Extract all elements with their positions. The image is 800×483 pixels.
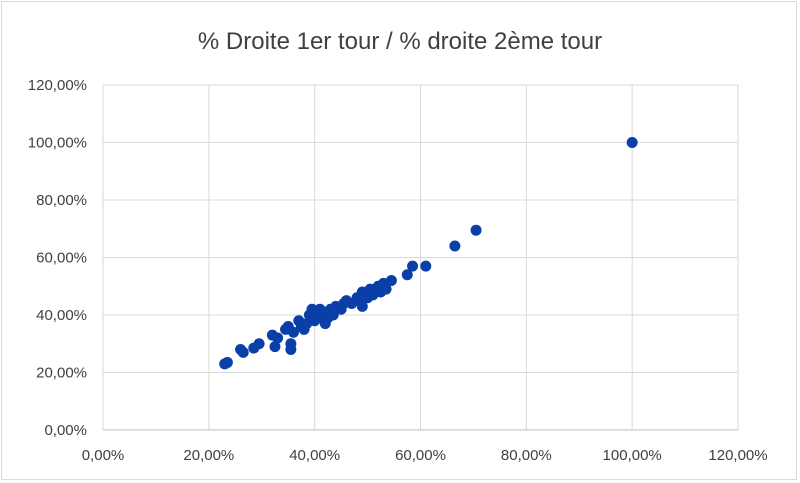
- data-point: [269, 341, 281, 353]
- data-point: [420, 260, 432, 272]
- data-point: [221, 356, 233, 368]
- x-tick-label: 60,00%: [395, 447, 446, 464]
- data-point: [327, 309, 339, 321]
- y-tick-labels: 0,00% 20,00% 40,00% 60,00% 80,00% 100,00% 120,…: [28, 77, 87, 439]
- grid-lines: [103, 84, 739, 430]
- x-tick-label: 0,00%: [82, 447, 125, 464]
- data-point: [237, 346, 249, 358]
- axes: [102, 85, 738, 431]
- data-point: [470, 224, 482, 236]
- y-tick-label: 120,00%: [28, 77, 87, 94]
- data-point: [253, 338, 265, 350]
- chart-title: % Droite 1er tour / % droite 2ème tour: [197, 28, 603, 55]
- x-tick-label: 20,00%: [183, 447, 234, 464]
- data-point: [449, 240, 461, 252]
- data-points: [219, 137, 638, 370]
- y-tick-label: 100,00%: [28, 135, 87, 152]
- data-point: [272, 332, 284, 344]
- x-tick-labels: 0,00% 20,00% 40,00% 60,00% 80,00% 100,00% 120,…: [82, 447, 768, 464]
- data-point: [407, 260, 419, 272]
- x-tick-label: 80,00%: [501, 447, 552, 464]
- data-point: [380, 283, 392, 295]
- data-point: [356, 300, 368, 312]
- data-point: [626, 137, 638, 148]
- x-tick-label: 120,00%: [708, 447, 767, 464]
- data-point: [285, 338, 297, 350]
- x-tick-label: 100,00%: [603, 447, 662, 464]
- data-point: [385, 275, 397, 286]
- data-point: [401, 269, 413, 281]
- y-tick-label: 20,00%: [36, 365, 87, 382]
- data-point: [288, 326, 299, 338]
- y-tick-label: 40,00%: [36, 307, 87, 324]
- x-tick-label: 40,00%: [289, 447, 340, 464]
- y-tick-label: 0,00%: [44, 422, 87, 439]
- y-tick-label: 60,00%: [36, 250, 87, 267]
- y-tick-label: 80,00%: [36, 192, 87, 209]
